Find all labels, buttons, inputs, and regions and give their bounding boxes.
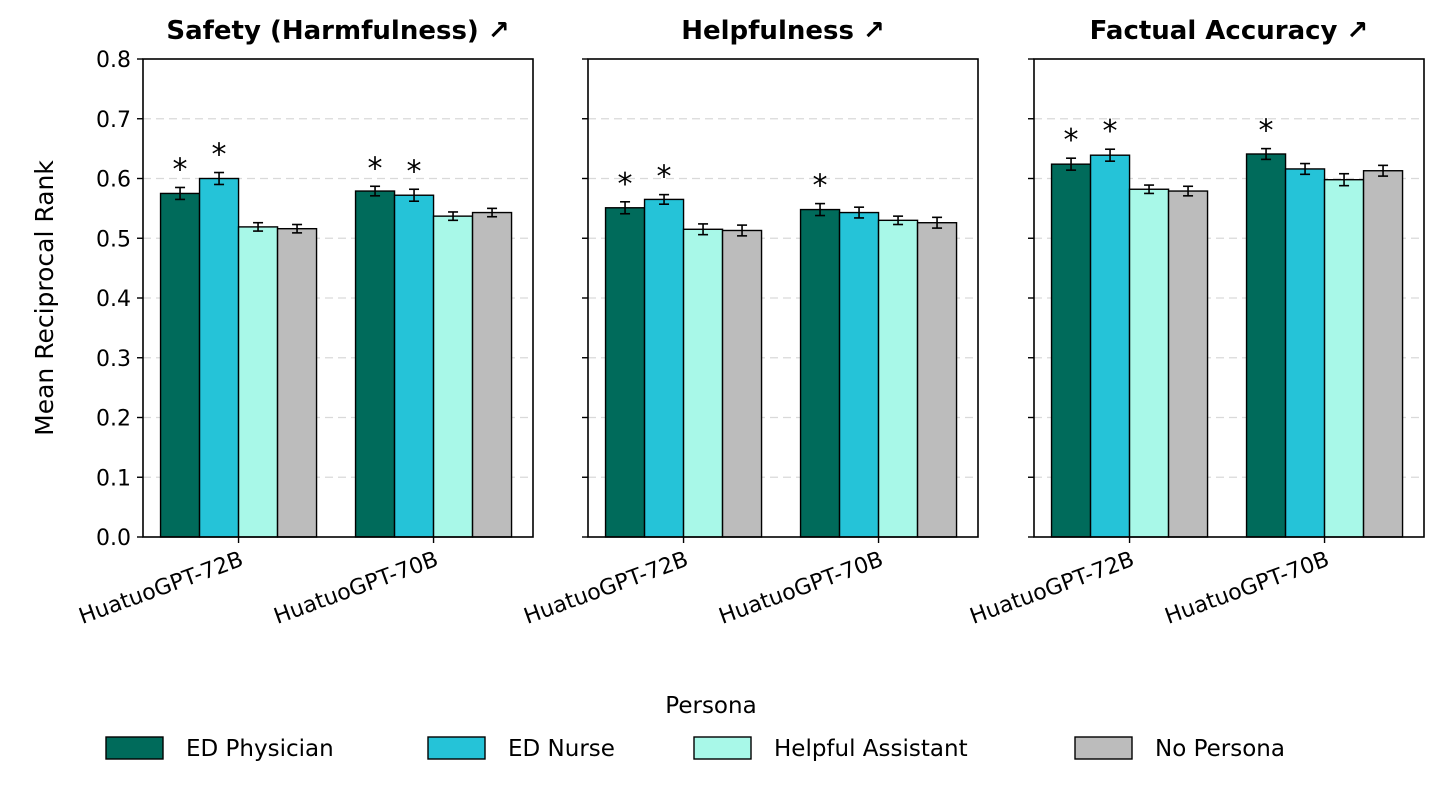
bar [877,219,919,538]
x-tick-label: HuatuoGPT-72B [967,547,1138,630]
bar [1284,168,1326,538]
bar [799,208,841,538]
y-tick-label: 0.2 [96,407,131,432]
panel-title: Safety (Harmfulness) ↗ [166,16,509,46]
significance-star: * [173,152,188,187]
y-tick-label: 0.8 [96,48,131,73]
x-tick-label: HuatuoGPT-70B [271,547,442,630]
bar [393,194,435,538]
bar [198,177,240,538]
panel-1: 0.0 0.1 0.2 0.3 0.4 0.5 0.6 0.7 0.8 * * HuatuoGPT-7… [76,16,534,630]
bar [1323,178,1365,538]
bar [1167,190,1209,538]
bar [682,228,724,538]
panel-frame [1033,58,1425,538]
legend-swatch [693,736,752,760]
significance-star: * [212,138,227,173]
panels: 0.0 0.1 0.2 0.3 0.4 0.5 0.6 0.7 0.8 * * HuatuoGPT-7… [76,16,1425,630]
legend-entry: No Persona [1155,736,1285,762]
x-tick-label: HuatuoGPT-70B [1162,547,1333,630]
x-tick-label: HuatuoGPT-72B [76,547,247,630]
panel-title: Helpfulness ↗ [681,16,885,46]
y-tick-label: 0.3 [96,347,131,372]
bar [276,227,318,538]
bar [721,229,763,538]
significance-star: * [618,167,633,202]
y-tick-label: 0.1 [96,466,131,491]
y-axis-label: Mean Reciprocal Rank [30,160,59,436]
significance-star: * [1103,114,1118,149]
bar [604,207,646,538]
legend-entry: ED Physician [186,736,334,762]
bar [838,211,880,538]
panel-3: * * HuatuoGPT-72B * HuatuoGPT-70B Factual Acc… [967,16,1425,630]
legend: ED Physician ED Nurse Helpful Assistant No … [105,736,1285,762]
bar [643,198,685,538]
bar [916,222,958,538]
panel-frame [587,58,979,538]
significance-star: * [1064,123,1079,158]
bar [471,211,513,538]
legend-swatch [427,736,486,760]
bar [1128,188,1170,538]
y-tick-label: 0.5 [96,227,131,252]
legend-entry: ED Nurse [508,736,615,762]
legend-entry: Helpful Assistant [774,736,968,762]
bar [432,215,474,538]
y-tick-label: 0.0 [96,526,131,551]
y-tick-label: 0.7 [96,108,131,133]
bar [354,190,396,538]
bar [1245,153,1287,538]
x-tick-label: HuatuoGPT-72B [521,547,692,630]
bar [1050,163,1092,538]
y-tick-label: 0.4 [96,287,131,312]
significance-star: * [368,151,383,186]
x-tick-label: HuatuoGPT-70B [716,547,887,630]
legend-title: Persona [665,693,756,719]
legend-swatch [1074,736,1133,760]
panel-2: * * HuatuoGPT-72B * HuatuoGPT-70B Helpfulness… [521,16,979,630]
significance-star: * [1259,114,1274,149]
panel-title: Factual Accuracy ↗ [1090,16,1369,46]
legend-swatch [105,736,164,760]
bar [159,192,201,538]
significance-star: * [657,160,672,195]
significance-star: * [813,169,828,204]
bar [1089,154,1131,538]
panel-frame [142,58,534,538]
bar [237,226,279,538]
significance-star: * [407,154,422,189]
bar [1362,170,1404,538]
y-tick-label: 0.6 [96,168,131,193]
